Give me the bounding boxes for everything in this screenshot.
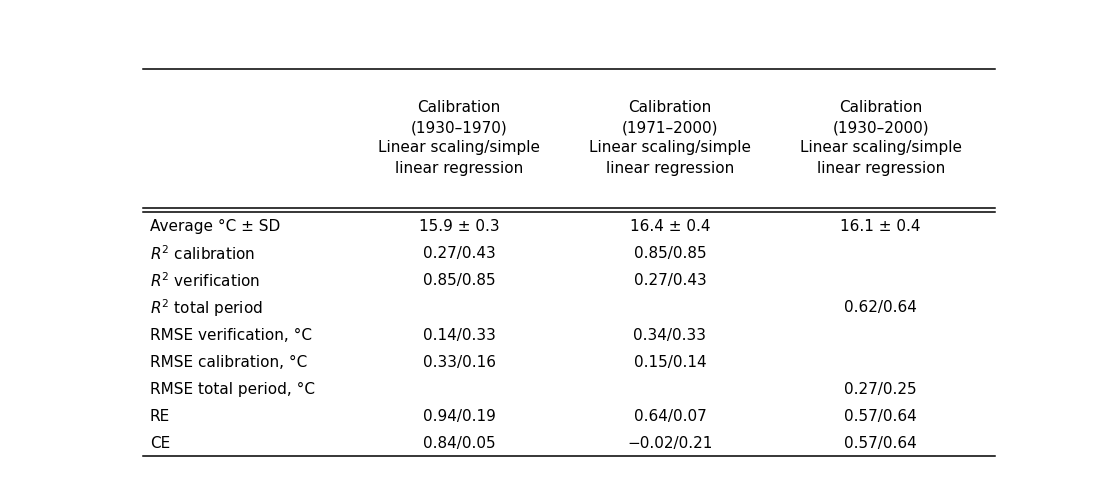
Text: CE: CE	[150, 435, 170, 450]
Text: 0.64/0.07: 0.64/0.07	[634, 408, 706, 423]
Text: 0.85/0.85: 0.85/0.85	[423, 273, 495, 288]
Text: 16.4 ± 0.4: 16.4 ± 0.4	[629, 219, 710, 234]
Text: 0.84/0.05: 0.84/0.05	[423, 435, 495, 450]
Text: 0.14/0.33: 0.14/0.33	[423, 327, 496, 342]
Text: 15.9 ± 0.3: 15.9 ± 0.3	[418, 219, 500, 234]
Text: 0.27/0.43: 0.27/0.43	[423, 246, 495, 261]
Text: 0.27/0.43: 0.27/0.43	[634, 273, 706, 288]
Text: 0.33/0.16: 0.33/0.16	[423, 354, 496, 369]
Text: Average °C ± SD: Average °C ± SD	[150, 219, 280, 234]
Text: 0.94/0.19: 0.94/0.19	[423, 408, 496, 423]
Text: 0.57/0.64: 0.57/0.64	[845, 408, 917, 423]
Text: RMSE calibration, °C: RMSE calibration, °C	[150, 354, 307, 369]
Text: $R^2$ calibration: $R^2$ calibration	[150, 244, 255, 263]
Text: $R^2$ total period: $R^2$ total period	[150, 297, 263, 318]
Text: 0.57/0.64: 0.57/0.64	[845, 435, 917, 450]
Text: Calibration
(1930–2000)
Linear scaling/simple
linear regression: Calibration (1930–2000) Linear scaling/s…	[799, 100, 961, 176]
Text: RE: RE	[150, 408, 170, 423]
Text: Calibration
(1971–2000)
Linear scaling/simple
linear regression: Calibration (1971–2000) Linear scaling/s…	[589, 100, 751, 176]
Text: RMSE verification, °C: RMSE verification, °C	[150, 327, 312, 342]
Text: 0.27/0.25: 0.27/0.25	[845, 381, 917, 396]
Text: RMSE total period, °C: RMSE total period, °C	[150, 381, 315, 396]
Text: Calibration
(1930–1970)
Linear scaling/simple
linear regression: Calibration (1930–1970) Linear scaling/s…	[379, 100, 541, 176]
Text: 0.34/0.33: 0.34/0.33	[634, 327, 706, 342]
Text: $R^2$ verification: $R^2$ verification	[150, 271, 260, 289]
Text: 0.15/0.14: 0.15/0.14	[634, 354, 706, 369]
Text: 16.1 ± 0.4: 16.1 ± 0.4	[840, 219, 921, 234]
Text: −0.02/0.21: −0.02/0.21	[627, 435, 713, 450]
Text: 0.85/0.85: 0.85/0.85	[634, 246, 706, 261]
Text: 0.62/0.64: 0.62/0.64	[845, 300, 917, 315]
